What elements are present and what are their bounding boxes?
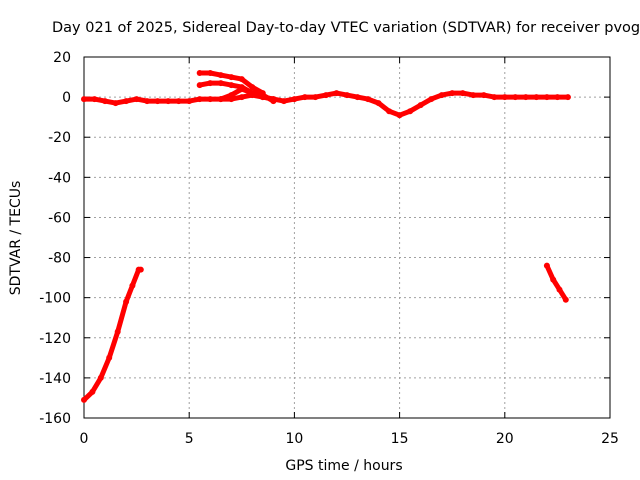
data-point [459, 90, 466, 97]
y-tick-label: -80 [48, 251, 71, 267]
data-point [501, 94, 508, 101]
y-tick-label: -120 [39, 331, 71, 347]
data-point [238, 86, 245, 93]
data-point [259, 92, 266, 99]
data-point [137, 266, 144, 273]
data-point [89, 388, 96, 395]
data-point [123, 298, 130, 305]
x-tick-label: 20 [496, 431, 514, 447]
data-point [238, 76, 245, 83]
data-point [396, 112, 403, 119]
data-point [375, 100, 382, 107]
data-point [133, 96, 140, 103]
data-point [196, 82, 203, 89]
y-axis-label: SDTVAR / TECUs [8, 181, 24, 296]
data-point [491, 94, 498, 101]
data-point [449, 90, 456, 97]
x-tick-label: 25 [601, 431, 619, 447]
x-tick-label: 0 [80, 431, 89, 447]
chart-title: Day 021 of 2025, Sidereal Day-to-day VTE… [52, 20, 640, 36]
data-point [556, 286, 563, 293]
data-point [207, 80, 214, 87]
data-point [154, 98, 161, 105]
y-tick-label: 20 [53, 50, 71, 66]
data-point [333, 90, 340, 97]
y-tick-label: -140 [39, 371, 71, 387]
data-point [207, 96, 214, 103]
y-tick-label: 0 [62, 90, 71, 106]
data-point [344, 92, 350, 99]
data-point [228, 82, 235, 89]
y-tick-label: -160 [39, 411, 71, 427]
data-point [522, 94, 529, 101]
y-tick-label: -60 [48, 210, 71, 226]
data-point [470, 92, 477, 99]
data-point [354, 94, 361, 101]
grid [84, 57, 610, 418]
data-point [550, 276, 557, 283]
data-point [280, 98, 287, 105]
data-point [564, 94, 571, 101]
x-tick-label: 5 [185, 431, 194, 447]
data-point [217, 80, 224, 87]
data-point [533, 94, 540, 101]
data-point [196, 96, 203, 103]
data-point [428, 96, 435, 103]
data-point [249, 84, 256, 91]
series-left-arc [81, 267, 144, 403]
data-point [417, 102, 424, 109]
data-point [312, 94, 319, 101]
data-point [554, 94, 561, 101]
data-point [175, 98, 182, 105]
data-series [81, 70, 571, 403]
data-point [562, 296, 569, 303]
data-point [291, 96, 298, 103]
data-point [129, 282, 136, 289]
data-point [249, 90, 256, 97]
data-point [386, 108, 393, 115]
data-point [480, 92, 487, 99]
data-point [81, 396, 87, 403]
x-tick-label: 15 [391, 431, 409, 447]
data-point [217, 72, 224, 79]
x-tick-label: 10 [285, 431, 303, 447]
data-point [238, 94, 245, 101]
data-point [97, 374, 104, 381]
data-point [301, 94, 308, 101]
series-right-arc [544, 263, 569, 303]
data-point [217, 96, 224, 103]
data-point [543, 94, 550, 101]
data-point [207, 70, 214, 76]
data-point [81, 96, 87, 103]
data-point [112, 100, 119, 107]
y-tick-label: -20 [48, 130, 71, 146]
data-point [91, 96, 98, 103]
data-point [512, 94, 519, 101]
data-point [196, 70, 203, 76]
data-point [228, 92, 235, 99]
data-point [144, 98, 151, 105]
data-point [365, 96, 371, 103]
data-point [543, 262, 550, 269]
data-point [114, 328, 121, 335]
y-tick-label: -100 [39, 291, 71, 307]
data-point [407, 108, 414, 115]
data-point [165, 98, 172, 105]
data-point [186, 98, 193, 105]
plot-frame [83, 56, 611, 419]
data-point [102, 98, 108, 105]
data-point [270, 98, 277, 105]
y-tick-label: -40 [48, 170, 71, 186]
axis-ticks: 0 5 10 15 20 25 -160 -140 -120 -100 -80 -60 -40 -20 0 2… [39, 50, 619, 447]
data-point [323, 92, 329, 99]
data-point [106, 354, 113, 361]
data-point [228, 74, 235, 81]
data-point [123, 98, 130, 105]
data-point [438, 92, 445, 99]
x-axis-label: GPS time / hours [285, 458, 402, 474]
